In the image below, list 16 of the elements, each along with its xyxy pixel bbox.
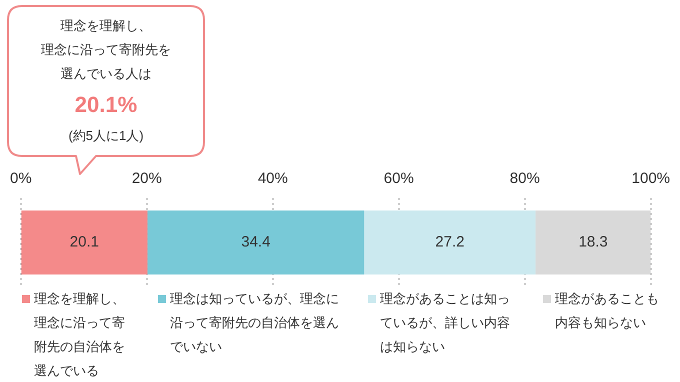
- data-label: 18.3: [578, 234, 608, 251]
- legend-label: 理念があることは知っているが、詳しい内容は知らない: [379, 290, 511, 356]
- x-tick-label: 80%: [510, 170, 540, 188]
- data-label: 34.4: [241, 234, 270, 251]
- data-label: 27.2: [435, 234, 464, 251]
- bar: [536, 210, 651, 275]
- x-tick-label: 100%: [632, 170, 670, 188]
- legend-label: 理念を理解し、理念に沿って寄附先の自治体を選んでいる: [33, 290, 126, 380]
- x-tick-label: 60%: [384, 170, 414, 188]
- bar: [364, 210, 536, 275]
- bar: [147, 210, 364, 275]
- x-tick-label: 40%: [258, 170, 288, 188]
- bar: [21, 210, 148, 275]
- legend-label: 理念は知っているが、理念に沿って寄附先の自治体を選んでいない: [169, 290, 340, 356]
- data-label: 20.1: [70, 234, 100, 251]
- legend-label: 理念があることも内容も知らない: [554, 290, 660, 332]
